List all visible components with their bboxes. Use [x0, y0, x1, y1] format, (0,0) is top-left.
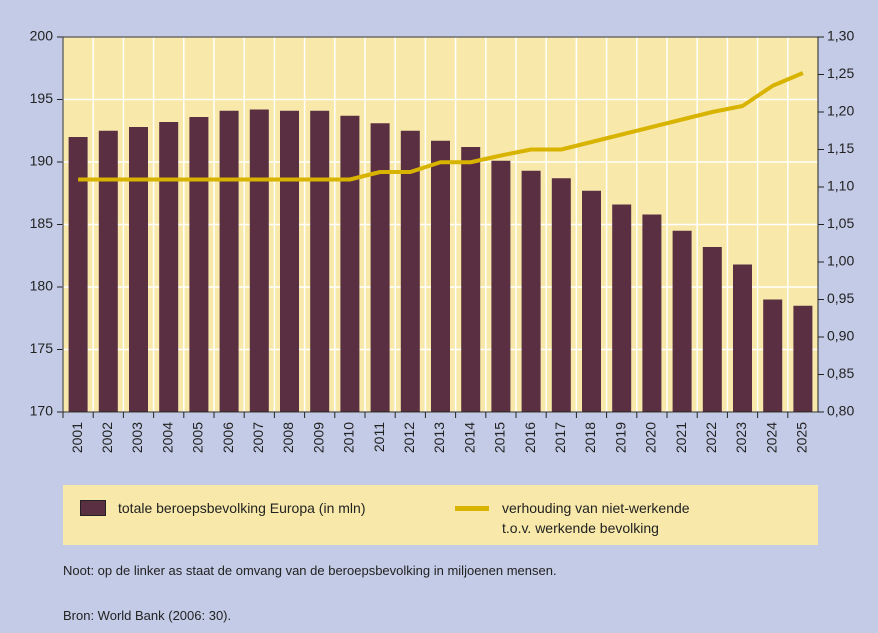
y2-tick-label: 0,80 [827, 403, 854, 419]
y2-tick-label: 0,85 [827, 365, 854, 381]
bar [400, 130, 420, 412]
x-tick-label: 2008 [280, 422, 296, 453]
source: Bron: World Bank (2006: 30). [63, 608, 232, 623]
x-tick-label: 2013 [431, 422, 447, 453]
x-tick-label: 2001 [69, 422, 85, 453]
note: Noot: op de linker as staat de omvang va… [63, 563, 557, 578]
x-tick-label: 2012 [401, 422, 417, 453]
x-tick-label: 2023 [733, 422, 749, 453]
x-tick-label: 2017 [552, 422, 568, 453]
y-tick-label: 175 [30, 340, 54, 356]
bar [68, 137, 88, 412]
y2-tick-label: 1,05 [827, 215, 854, 231]
x-tick-label: 2024 [763, 422, 779, 453]
bar [733, 264, 752, 412]
bar [642, 214, 662, 412]
x-tick-label: 2020 [643, 422, 659, 453]
x-tick-label: 2021 [673, 422, 689, 453]
y-tick-label: 190 [30, 153, 54, 169]
bar [582, 190, 601, 412]
bar [551, 178, 571, 412]
x-tick-label: 2007 [250, 422, 266, 453]
x-tick-label: 2014 [461, 422, 477, 453]
legend [63, 485, 818, 545]
line [78, 71, 804, 182]
bar [672, 230, 692, 412]
x-tick-label: 2015 [492, 422, 508, 453]
y-tick-label: 200 [30, 28, 54, 44]
x-tick-label: 2019 [612, 422, 628, 453]
y-tick-label: 170 [30, 403, 54, 419]
bar [461, 147, 481, 412]
bar [763, 299, 783, 412]
bar [129, 127, 148, 412]
y-tick-label: 195 [30, 90, 54, 106]
x-tick-label: 2003 [129, 422, 145, 453]
x-tick-label: 2018 [582, 422, 598, 453]
bar [491, 160, 511, 412]
plot-border [62, 36, 819, 413]
bar [612, 204, 632, 412]
bar [521, 170, 541, 412]
bar [98, 130, 118, 412]
bar [370, 123, 390, 412]
y2-tick-label: 1,20 [827, 103, 854, 119]
y2-tick-label: 0,95 [827, 290, 854, 306]
y2-tick-label: 0,90 [827, 328, 854, 344]
plot: 170 175 180 185 190 195 200 0,80 0,85 0,90 0,95 1,0… [30, 28, 855, 453]
y2-tick-label: 1,30 [827, 28, 854, 44]
y-tick-label: 185 [30, 215, 54, 231]
bar [340, 115, 360, 412]
bar [159, 122, 179, 412]
y2-tick-label: 1,10 [827, 178, 854, 194]
bar [310, 110, 330, 412]
bar [249, 109, 269, 412]
bar [280, 110, 299, 412]
x-tick-label: 2011 [371, 422, 387, 452]
x-tick-label: 2025 [794, 422, 810, 453]
y2-tick-label: 1,25 [827, 65, 854, 81]
x-tick-label: 2022 [703, 422, 719, 453]
x-tick-label: 2016 [522, 422, 538, 453]
legend-swatch [455, 506, 489, 511]
legend-label: verhouding van niet-werkende t.o.v. werk… [502, 500, 690, 536]
legend-label: totale beroepsbevolking Europa (in mln) [118, 500, 366, 516]
bar [189, 117, 209, 412]
x-tick-label: 2005 [190, 422, 206, 453]
y-tick-label: 180 [30, 278, 54, 294]
x-tick-label: 2002 [99, 422, 115, 453]
y2-tick-label: 1,15 [827, 140, 854, 156]
bar [219, 110, 239, 412]
x-tick-label: 2009 [310, 422, 326, 453]
bar [793, 305, 813, 412]
x-tick-label: 2006 [220, 422, 236, 453]
x-tick-label: 2004 [159, 422, 175, 453]
bar [702, 247, 722, 412]
y2-tick-label: 1,00 [827, 253, 854, 269]
legend-swatch [80, 500, 106, 516]
bar [431, 140, 450, 412]
x-tick-label: 2010 [341, 422, 357, 453]
